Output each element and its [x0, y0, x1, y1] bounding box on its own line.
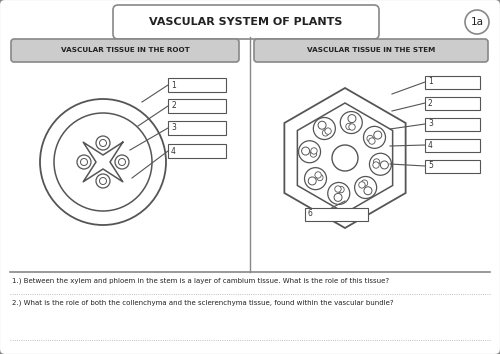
Circle shape	[367, 135, 374, 142]
Circle shape	[370, 153, 392, 175]
Circle shape	[316, 174, 323, 181]
Circle shape	[322, 130, 328, 136]
Bar	[425, 118, 480, 131]
Circle shape	[362, 180, 368, 186]
Bar	[168, 78, 226, 92]
Circle shape	[298, 141, 320, 163]
Bar	[168, 121, 226, 135]
Circle shape	[354, 177, 376, 199]
Circle shape	[96, 174, 110, 188]
Text: 6: 6	[308, 210, 313, 218]
Text: 3: 3	[171, 124, 176, 132]
Circle shape	[40, 99, 166, 225]
Circle shape	[335, 186, 341, 192]
Circle shape	[359, 182, 365, 188]
Text: 2: 2	[428, 98, 433, 108]
Circle shape	[348, 115, 356, 122]
Circle shape	[373, 162, 379, 168]
Circle shape	[349, 124, 355, 130]
Circle shape	[311, 148, 317, 154]
Circle shape	[304, 168, 326, 190]
Text: 4: 4	[428, 141, 433, 149]
Circle shape	[328, 182, 349, 205]
Text: 2.) What is the role of both the collenchyma and the sclerenchyma tissue, found : 2.) What is the role of both the collenc…	[12, 299, 394, 306]
Text: 1: 1	[171, 80, 176, 90]
Bar	[425, 160, 480, 172]
Text: 1.) Between the xylem and phloem in the stem is a layer of cambium tissue. What : 1.) Between the xylem and phloem in the …	[12, 278, 389, 285]
Bar	[305, 207, 368, 221]
Text: 4: 4	[171, 147, 176, 155]
Circle shape	[332, 145, 358, 171]
Circle shape	[115, 155, 129, 169]
Circle shape	[100, 139, 106, 147]
Circle shape	[100, 177, 106, 184]
FancyBboxPatch shape	[113, 5, 379, 39]
Circle shape	[77, 155, 91, 169]
Circle shape	[315, 172, 322, 178]
FancyBboxPatch shape	[11, 39, 239, 62]
Bar	[425, 138, 480, 152]
Circle shape	[302, 147, 310, 155]
Circle shape	[368, 138, 375, 144]
Text: 2: 2	[171, 102, 176, 110]
Circle shape	[374, 159, 380, 165]
Circle shape	[96, 136, 110, 150]
Text: VASCULAR SYSTEM OF PLANTS: VASCULAR SYSTEM OF PLANTS	[150, 17, 342, 27]
Text: VASCULAR TISSUE IN THE STEM: VASCULAR TISSUE IN THE STEM	[307, 47, 435, 53]
Circle shape	[364, 187, 372, 195]
Polygon shape	[284, 88, 406, 228]
Circle shape	[346, 123, 352, 130]
Text: 3: 3	[428, 120, 433, 129]
Circle shape	[340, 112, 362, 133]
Circle shape	[54, 113, 152, 211]
FancyBboxPatch shape	[254, 39, 488, 62]
Text: 5: 5	[428, 161, 433, 171]
Text: 1: 1	[428, 78, 433, 86]
Circle shape	[338, 186, 344, 193]
Circle shape	[380, 161, 388, 169]
Circle shape	[118, 159, 126, 166]
Circle shape	[318, 121, 326, 129]
Circle shape	[80, 159, 87, 166]
Bar	[425, 75, 480, 88]
Bar	[168, 99, 226, 113]
Bar	[168, 144, 226, 158]
Text: 1a: 1a	[470, 17, 484, 27]
Circle shape	[364, 126, 386, 148]
Bar	[425, 97, 480, 109]
Polygon shape	[298, 103, 392, 213]
Circle shape	[465, 10, 489, 34]
Circle shape	[325, 128, 331, 134]
Circle shape	[314, 118, 336, 139]
Text: VASCULAR TISSUE IN THE ROOT: VASCULAR TISSUE IN THE ROOT	[60, 47, 190, 53]
Polygon shape	[83, 142, 123, 182]
Circle shape	[374, 131, 382, 139]
Circle shape	[334, 193, 342, 201]
Circle shape	[310, 151, 316, 157]
Circle shape	[308, 177, 316, 185]
